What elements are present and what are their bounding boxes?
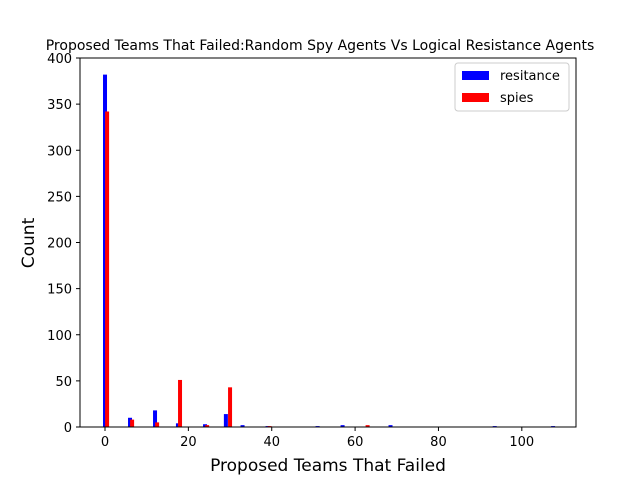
bar-spies-7	[365, 425, 370, 427]
bar-resitance-0	[103, 74, 108, 428]
x-tick-label: 60	[347, 435, 364, 450]
x-tick-label: 100	[509, 435, 534, 450]
x-tick-label: 0	[101, 435, 109, 450]
bars-group	[103, 74, 556, 428]
chart-title: Proposed Teams That Failed:Random Spy Ag…	[46, 38, 595, 54]
y-tick-label: 300	[47, 144, 72, 159]
bar-spies-2	[155, 422, 160, 427]
y-axis-ticks: 0 50 100 150 200 250 300 350 400	[47, 52, 80, 436]
bar-spies-1	[130, 419, 135, 427]
y-tick-label: 250	[47, 190, 72, 205]
y-tick-label: 200	[47, 237, 72, 252]
legend-swatch-spies	[462, 93, 489, 102]
legend-label-spies: spies	[500, 91, 534, 106]
bar-resitance-6	[240, 425, 245, 427]
y-tick-label: 0	[64, 421, 72, 436]
bar-resitance-4	[203, 424, 208, 427]
x-axis-label: Proposed Teams That Failed	[210, 456, 446, 476]
bar-resitance-3	[175, 423, 180, 427]
bar-resitance-1	[128, 417, 133, 427]
bar-spies-4	[205, 425, 210, 427]
bar-resitance-9	[340, 425, 345, 427]
legend: resitance spies	[454, 62, 570, 112]
x-tick-label: 40	[263, 435, 280, 450]
bar-resitance-10	[388, 425, 393, 427]
y-tick-label: 400	[47, 52, 72, 67]
x-tick-label: 20	[180, 435, 197, 450]
plot-area-frame	[79, 57, 577, 428]
bar-spies-5	[228, 387, 233, 427]
y-tick-label: 150	[47, 283, 72, 298]
y-axis-label: Count	[19, 217, 39, 268]
y-tick-label: 50	[55, 375, 72, 390]
bar-spies-3	[178, 379, 183, 427]
y-tick-label: 350	[47, 98, 72, 113]
bar-resitance-5	[223, 414, 228, 427]
bar-resitance-2	[153, 410, 158, 427]
bar-spies-0	[105, 111, 110, 427]
legend-swatch-resitance	[462, 71, 489, 80]
y-tick-label: 100	[47, 329, 72, 344]
legend-label-resitance: resitance	[500, 69, 560, 84]
x-axis-ticks: 0 20 40 60 80 100	[101, 427, 534, 450]
x-tick-label: 80	[430, 435, 447, 450]
